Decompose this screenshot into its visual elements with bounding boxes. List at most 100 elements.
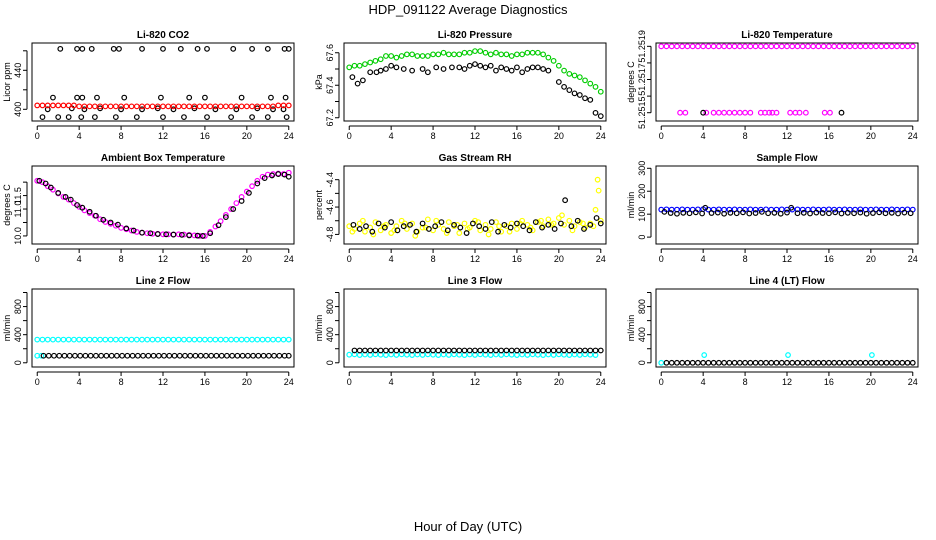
- data-point: [846, 359, 853, 366]
- data-point: [160, 45, 166, 52]
- data-point: [123, 103, 130, 110]
- data-point: [102, 103, 109, 110]
- data-point: [191, 105, 198, 112]
- data-point: [451, 351, 457, 358]
- y-tick-label: -4.4: [325, 172, 335, 188]
- data-point: [857, 206, 864, 213]
- data-point: [39, 336, 46, 343]
- data-point: [372, 219, 379, 226]
- data-point: [862, 359, 869, 366]
- y-tick-label: 11.0: [13, 201, 23, 218]
- x-tick-label: 4: [701, 131, 706, 141]
- series-sample_black: [661, 204, 914, 217]
- data-point: [233, 103, 240, 110]
- y-axis-label: kPa: [314, 74, 324, 90]
- data-point: [485, 231, 492, 238]
- data-point: [821, 109, 828, 116]
- data-point: [487, 347, 494, 354]
- data-point: [202, 233, 208, 239]
- data-point: [757, 43, 764, 50]
- data-point: [228, 114, 235, 120]
- data-point: [425, 226, 432, 232]
- x-tick-label: 12: [158, 254, 168, 264]
- data-point: [203, 352, 209, 359]
- data-point: [815, 43, 822, 50]
- data-point: [826, 359, 832, 366]
- data-point: [147, 230, 154, 237]
- data-point: [451, 347, 457, 354]
- data-point: [285, 45, 292, 52]
- data-point: [264, 336, 271, 343]
- data-point: [217, 103, 224, 110]
- data-point: [139, 229, 145, 236]
- data-point: [714, 209, 721, 216]
- data-point: [433, 64, 440, 71]
- data-point: [362, 61, 368, 68]
- data-point: [270, 106, 276, 113]
- data-point: [377, 227, 384, 234]
- series-pressure_black: [349, 61, 604, 120]
- data-point: [710, 43, 717, 50]
- y-tick-label: 400: [637, 327, 647, 342]
- data-point: [731, 109, 738, 116]
- y-tick-label: 440: [13, 63, 23, 78]
- data-point: [414, 53, 421, 59]
- data-point: [424, 216, 431, 223]
- data-point: [550, 57, 557, 64]
- data-point: [477, 347, 484, 354]
- data-point: [133, 336, 140, 343]
- data-point: [285, 173, 292, 180]
- plot-frame: [343, 165, 607, 245]
- data-point: [244, 352, 251, 359]
- data-point: [867, 43, 874, 50]
- data-point: [742, 109, 748, 116]
- data-point: [414, 347, 421, 354]
- y-tick-label: 51.2517: [637, 63, 647, 96]
- data-point: [160, 336, 166, 343]
- data-point: [758, 208, 765, 215]
- data-point: [555, 347, 562, 354]
- x-tick-label: 24: [596, 131, 606, 141]
- data-point: [243, 103, 250, 110]
- data-point: [351, 62, 358, 69]
- data-point: [482, 64, 489, 71]
- data-point: [261, 175, 268, 182]
- data-point: [233, 200, 240, 207]
- data-point: [799, 206, 806, 213]
- data-point: [275, 171, 282, 177]
- data-point: [445, 347, 452, 354]
- data-point: [71, 102, 77, 109]
- data-point: [238, 94, 245, 101]
- plot-frame: [655, 42, 919, 122]
- data-point: [679, 206, 686, 213]
- data-point: [215, 222, 222, 229]
- data-point: [234, 352, 241, 359]
- data-point: [768, 359, 775, 366]
- chart-title: Ambient Box Temperature: [101, 153, 226, 164]
- data-point: [721, 43, 728, 50]
- data-point: [349, 74, 356, 81]
- x-tick-label: 16: [824, 377, 834, 387]
- data-point: [407, 221, 413, 228]
- plot-frame: [655, 165, 919, 245]
- series-line2_cyan_high: [34, 336, 292, 343]
- data-point: [275, 336, 282, 343]
- data-point: [529, 64, 536, 71]
- data-point: [568, 223, 575, 230]
- x-tick-label: 24: [284, 131, 294, 141]
- data-point: [130, 227, 137, 234]
- data-point: [715, 206, 722, 213]
- data-point: [40, 352, 47, 359]
- y-axis-label: degrees C: [2, 184, 12, 226]
- data-point: [264, 45, 271, 52]
- y-axis-label: ml/min: [2, 315, 12, 342]
- data-point: [873, 359, 879, 366]
- data-point: [592, 347, 599, 354]
- data-point: [576, 347, 583, 354]
- data-point: [165, 103, 172, 110]
- data-point: [701, 352, 708, 358]
- data-point: [587, 347, 594, 354]
- x-tick-label: 8: [431, 254, 436, 264]
